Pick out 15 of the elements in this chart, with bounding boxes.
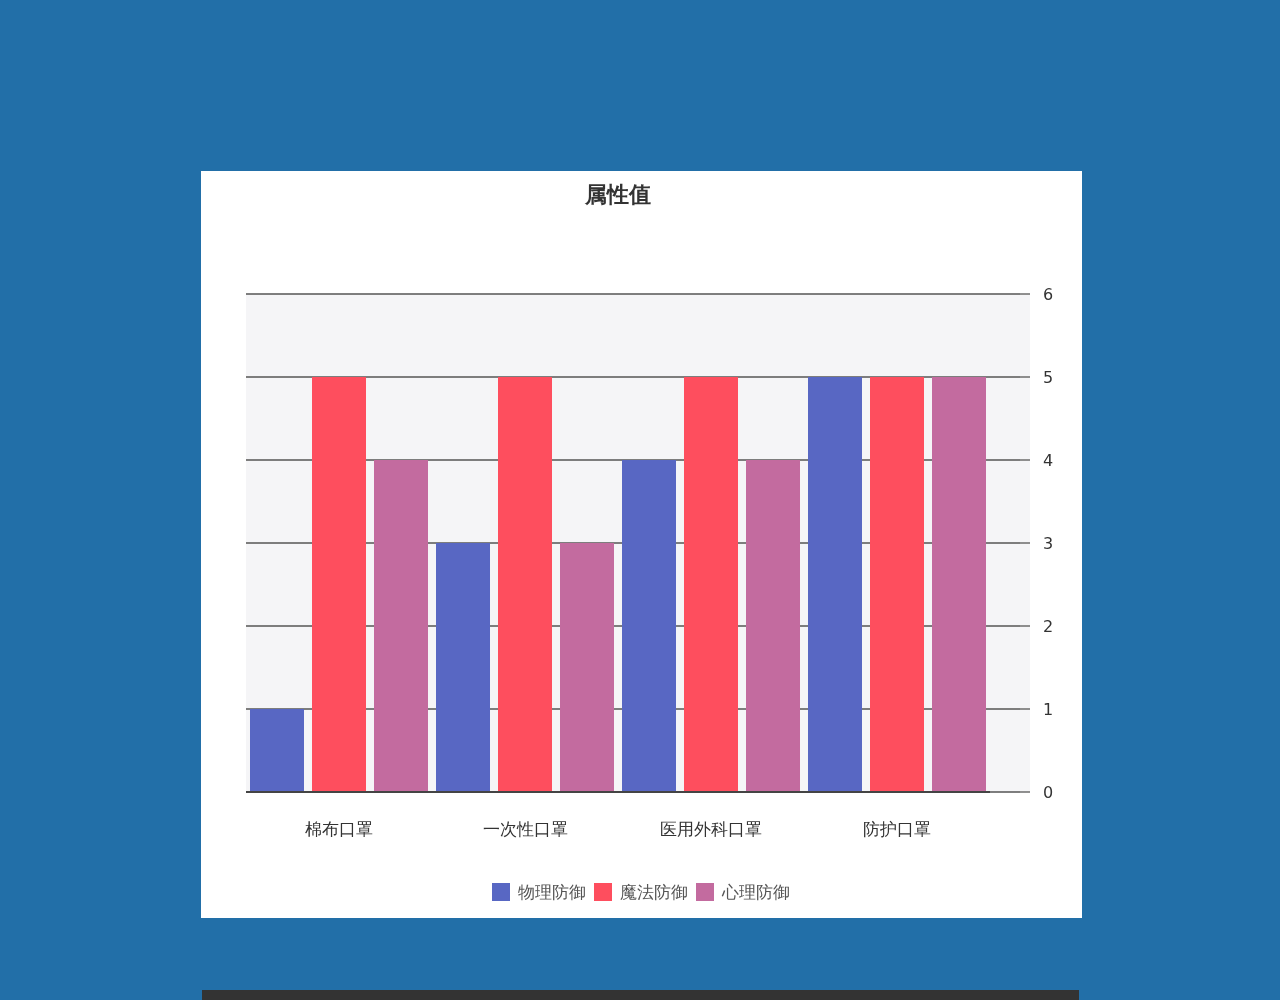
- x-tick: 医用外科口罩: [660, 819, 762, 839]
- legend-label: 魔法防御: [620, 882, 688, 902]
- y-tick: 3: [1043, 533, 1054, 553]
- legend-label: 心理防御: [721, 882, 790, 902]
- title: 属性值: [585, 182, 651, 207]
- legend-label: 物理防御: [518, 882, 586, 902]
- y-tick: 0: [1043, 782, 1054, 802]
- x-tick: 防护口罩: [863, 819, 931, 839]
- y-tick: 5: [1043, 367, 1054, 387]
- y-tick: 4: [1043, 450, 1054, 470]
- x-tick: 棉布口罩: [305, 819, 373, 839]
- y-tick: 2: [1043, 616, 1054, 636]
- y-tick: 1: [1043, 699, 1054, 719]
- y-tick: 6: [1043, 284, 1054, 304]
- x-tick: 一次性口罩: [482, 819, 568, 839]
